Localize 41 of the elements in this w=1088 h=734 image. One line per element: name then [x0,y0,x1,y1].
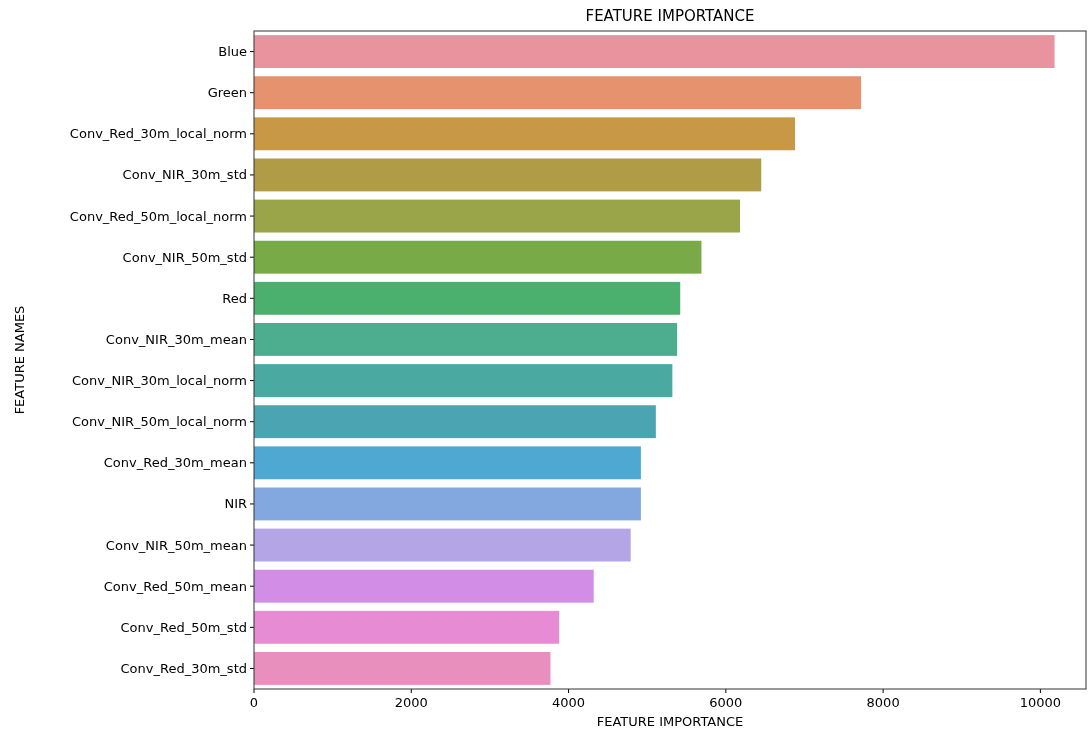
y-tick-label: Conv_NIR_50m_mean [105,537,247,553]
bar [254,364,673,398]
x-tick-label: 6000 [709,695,743,710]
y-tick-label: Conv_NIR_30m_local_norm [71,373,247,389]
y-tick-label: Conv_Red_50m_mean [103,578,247,594]
bar [254,569,594,603]
y-tick-label: Conv_Red_30m_std [120,660,247,676]
y-tick-label: Conv_Red_50m_std [120,619,247,635]
y-tick-label: Green [207,85,247,101]
bar [254,117,796,151]
chart-title: FEATURE IMPORTANCE [585,7,755,25]
y-tick-label: Conv_Red_30m_local_norm [69,126,247,142]
y-axis-title: FEATURE NAMES [12,305,27,415]
x-tick-label: 2000 [394,695,428,710]
bar [254,446,641,480]
y-tick-label: Red [222,290,247,306]
y-tick-label: Conv_NIR_30m_std [122,167,247,183]
x-tick-label: 0 [249,695,259,710]
bar [254,35,1055,69]
bar [254,322,678,356]
y-tick-label: Conv_NIR_50m_local_norm [71,414,247,430]
x-tick-label: 10000 [1019,695,1062,710]
bar [254,199,740,233]
y-tick-label: Conv_NIR_50m_std [122,249,247,265]
y-tick-label: Conv_Red_30m_mean [103,455,247,471]
bar [254,405,656,439]
y-tick-label: Conv_NIR_30m_mean [105,331,247,347]
bar [254,487,641,521]
bar [254,651,551,685]
y-tick-label: Conv_Red_50m_local_norm [69,208,247,224]
x-tick-label: 4000 [552,695,586,710]
bar [254,610,560,644]
bar [254,281,681,315]
bar [254,158,762,192]
bar [254,528,631,562]
bar [254,76,862,110]
y-tick-label: NIR [224,496,247,512]
y-tick-label: Blue [218,44,247,60]
x-tick-label: 8000 [866,695,900,710]
bar [254,240,702,274]
x-axis-title: FEATURE IMPORTANCE [596,714,744,729]
